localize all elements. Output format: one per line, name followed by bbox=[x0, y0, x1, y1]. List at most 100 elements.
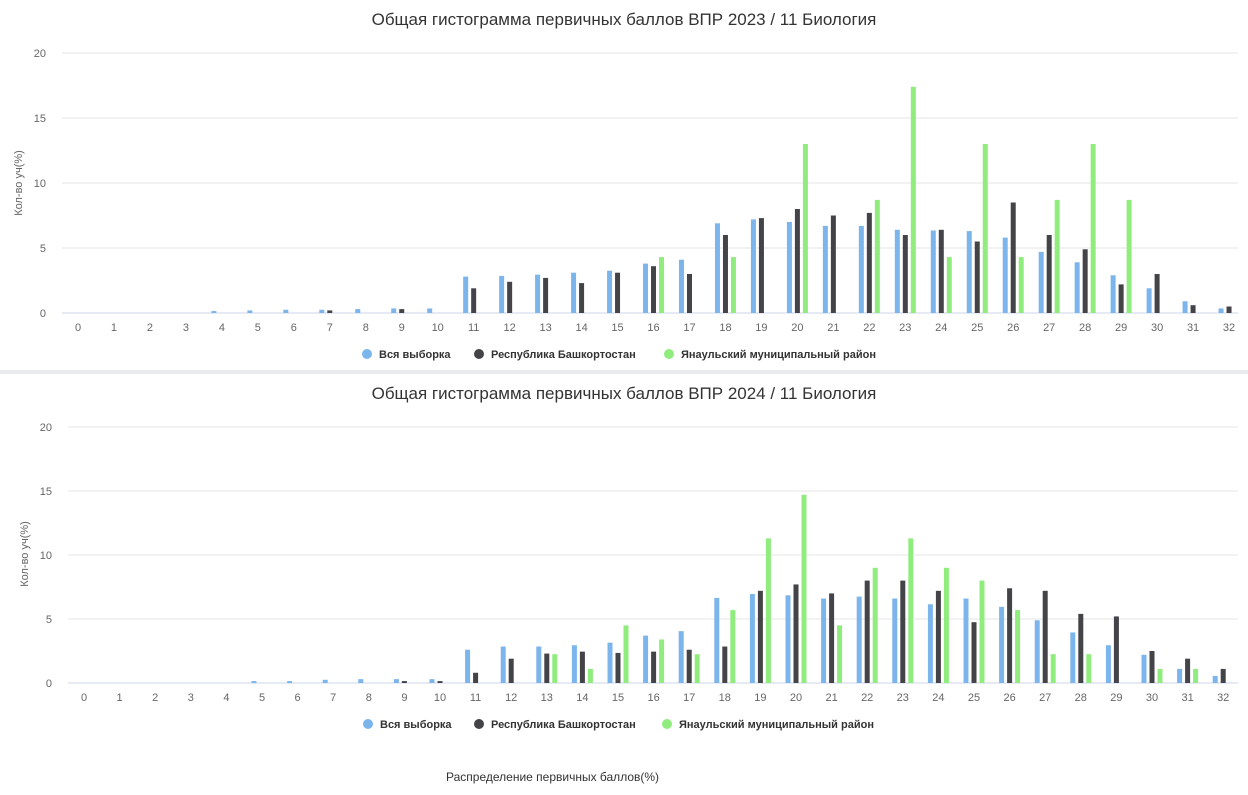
panel-divider bbox=[0, 370, 1248, 374]
bar-all bbox=[571, 645, 577, 683]
x-tick-label: 27 bbox=[1039, 692, 1051, 704]
bar-bashkortostan bbox=[401, 681, 407, 683]
bar-yanaul bbox=[765, 538, 771, 683]
bar-bashkortostan bbox=[793, 584, 799, 683]
x-tick-label: 11 bbox=[470, 692, 481, 704]
x-tick-label: 13 bbox=[541, 692, 553, 704]
bar-all bbox=[607, 642, 613, 683]
bar-all bbox=[211, 311, 217, 313]
x-tick-label: 32 bbox=[1217, 692, 1229, 704]
legend-label-yanaul: Янаульский муниципальный район bbox=[681, 349, 876, 361]
legend-marker-yanaul bbox=[664, 349, 674, 359]
bar-bashkortostan bbox=[615, 272, 621, 313]
bar-bashkortostan bbox=[1154, 274, 1160, 313]
bar-yanaul bbox=[1054, 199, 1060, 313]
bar-yanaul bbox=[1126, 199, 1132, 313]
legend-marker-bashkortostan bbox=[474, 719, 484, 729]
x-tick-label: 14 bbox=[576, 692, 588, 704]
x-tick-label: 22 bbox=[863, 322, 875, 334]
bar-all bbox=[391, 308, 397, 313]
bar-bashkortostan bbox=[1113, 616, 1119, 683]
bar-bashkortostan bbox=[830, 215, 836, 313]
y-tick-label: 0 bbox=[40, 308, 46, 320]
x-tick-label: 8 bbox=[363, 322, 369, 334]
bar-all bbox=[999, 606, 1005, 683]
x-tick-label: 21 bbox=[827, 322, 839, 334]
bar-yanaul bbox=[872, 567, 878, 683]
x-tick-label: 11 bbox=[468, 322, 479, 334]
y-tick-label: 15 bbox=[40, 486, 52, 498]
bar-bashkortostan bbox=[758, 218, 764, 313]
x-tick-label: 17 bbox=[683, 692, 695, 704]
bar-all bbox=[393, 679, 399, 683]
bar-bashkortostan bbox=[507, 281, 513, 313]
bar-bashkortostan bbox=[1149, 651, 1155, 683]
bar-bashkortostan bbox=[437, 681, 443, 683]
x-tick-label: 1 bbox=[111, 322, 117, 334]
y-axis-title: Кол-во уч(%) bbox=[13, 150, 25, 216]
bar-yanaul bbox=[552, 654, 558, 683]
bar-yanaul bbox=[982, 144, 988, 313]
bar-bashkortostan bbox=[1042, 590, 1048, 683]
legend-label-all: Вся выборка bbox=[380, 719, 452, 731]
bar-bashkortostan bbox=[686, 274, 692, 313]
chart-panel-2023: Общая гистограмма первичных баллов ВПР 2… bbox=[0, 0, 1248, 370]
bar-bashkortostan bbox=[757, 590, 763, 683]
x-tick-label: 21 bbox=[825, 692, 837, 704]
bar-bashkortostan bbox=[1226, 306, 1232, 313]
bar-yanaul bbox=[587, 668, 593, 683]
bar-all bbox=[856, 596, 862, 683]
x-tick-label: 18 bbox=[719, 692, 731, 704]
x-tick-label: 3 bbox=[183, 322, 189, 334]
legend-label-yanaul: Янаульский муниципальный район bbox=[679, 719, 874, 731]
legend-marker-yanaul bbox=[662, 719, 672, 729]
bar-all bbox=[535, 274, 541, 313]
x-tick-label: 27 bbox=[1043, 322, 1055, 334]
bar-all bbox=[892, 598, 898, 683]
y-tick-label: 20 bbox=[40, 422, 52, 434]
x-tick-label: 15 bbox=[612, 692, 624, 704]
bar-yanaul bbox=[874, 199, 880, 313]
bar-all bbox=[678, 259, 684, 313]
bar-bashkortostan bbox=[1046, 235, 1052, 313]
bar-all bbox=[1110, 275, 1116, 313]
x-tick-label: 9 bbox=[399, 322, 405, 334]
x-tick-label: 15 bbox=[611, 322, 623, 334]
bar-all bbox=[571, 272, 577, 313]
bar-all bbox=[750, 219, 756, 313]
bar-bashkortostan bbox=[1078, 613, 1084, 683]
histogram-2024: Общая гистограмма первичных баллов ВПР 2… bbox=[19, 384, 1238, 731]
bar-bashkortostan bbox=[974, 241, 980, 313]
bar-bashkortostan bbox=[935, 590, 941, 683]
y-tick-label: 10 bbox=[34, 178, 46, 190]
x-tick-label: 5 bbox=[259, 692, 265, 704]
bar-yanaul bbox=[659, 639, 665, 683]
bar-all bbox=[894, 229, 900, 313]
bar-all bbox=[927, 604, 933, 683]
bar-all bbox=[786, 222, 792, 313]
legend-marker-all bbox=[363, 719, 373, 729]
chart-panel-2024: Общая гистограмма первичных баллов ВПР 2… bbox=[0, 374, 1248, 795]
bar-all bbox=[1212, 675, 1218, 683]
x-tick-label: 19 bbox=[755, 322, 767, 334]
bar-bashkortostan bbox=[615, 652, 621, 683]
legend-label-bashkortostan: Республика Башкортостан bbox=[491, 349, 636, 361]
x-tick-label: 3 bbox=[188, 692, 194, 704]
bar-bashkortostan bbox=[399, 309, 405, 313]
legend-marker-bashkortostan bbox=[474, 349, 484, 359]
x-tick-label: 7 bbox=[327, 322, 333, 334]
bar-all bbox=[251, 681, 257, 683]
bar-bashkortostan bbox=[1118, 284, 1124, 313]
bar-all bbox=[678, 631, 684, 683]
bar-bashkortostan bbox=[938, 229, 944, 313]
bar-all bbox=[1141, 654, 1147, 683]
bar-yanaul bbox=[802, 144, 808, 313]
x-tick-label: 23 bbox=[897, 692, 909, 704]
bar-bashkortostan bbox=[1082, 249, 1088, 313]
x-tick-label: 9 bbox=[401, 692, 407, 704]
bar-bashkortostan bbox=[794, 209, 800, 313]
x-tick-label: 18 bbox=[719, 322, 731, 334]
bar-bashkortostan bbox=[327, 310, 333, 313]
bar-all bbox=[1146, 288, 1152, 313]
bar-all bbox=[499, 275, 505, 313]
